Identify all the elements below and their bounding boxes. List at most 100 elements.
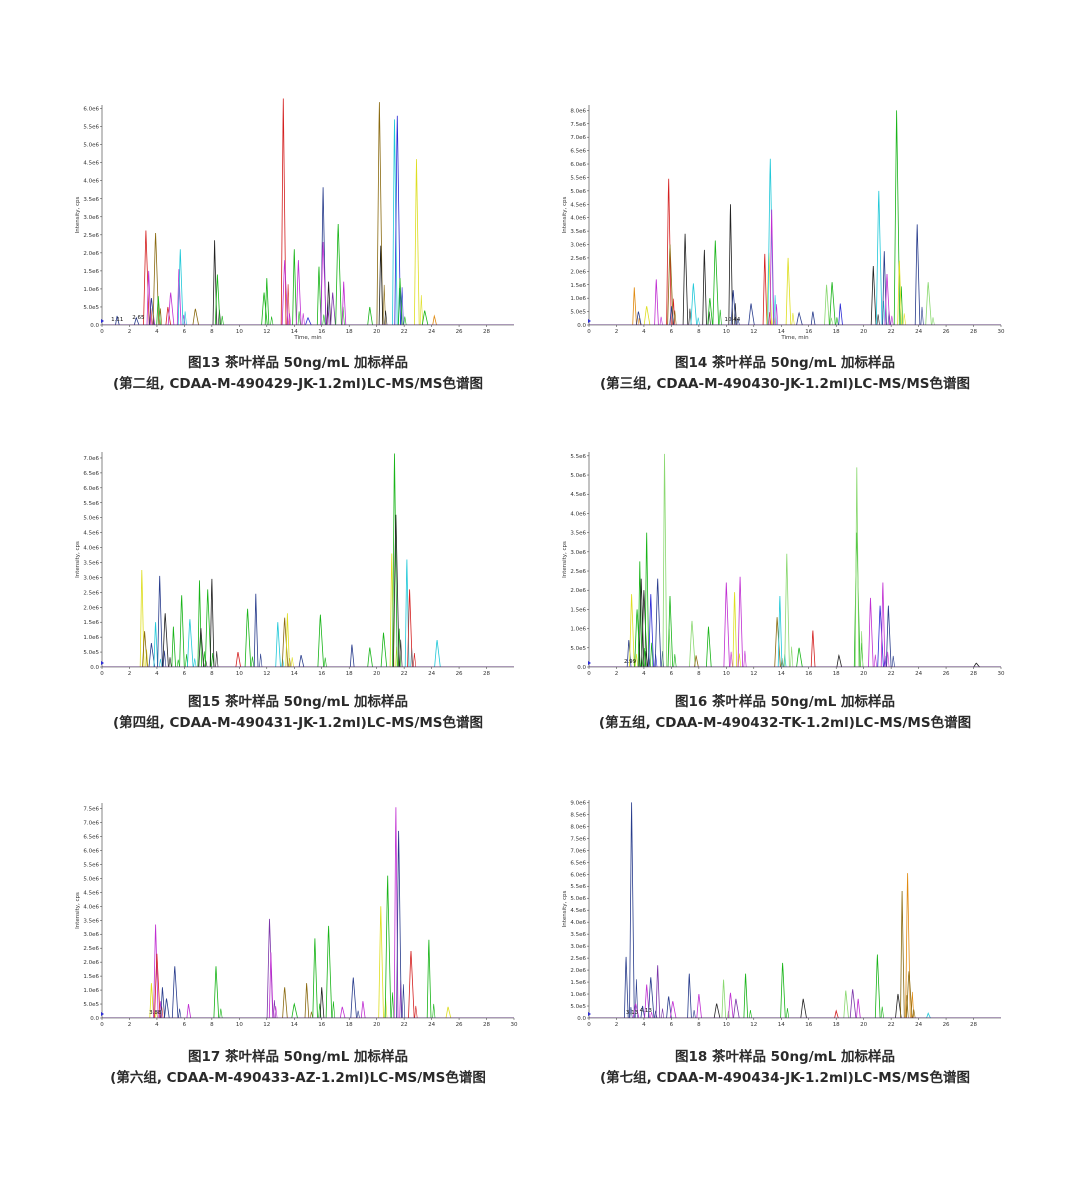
chromatogram-peak <box>874 954 881 1019</box>
y-tick-label: 7.5e6 <box>83 807 99 813</box>
chromatogram-peak <box>301 313 305 326</box>
chromatogram-peak <box>875 190 883 326</box>
chromatogram-peak <box>404 559 410 668</box>
chromatogram-peak <box>152 232 160 326</box>
chromatogram-svg-16: 0.0 5.0e5 1.0e6 1.5e6 2.0e6 2.5e6 3.0e6 3.5e6 4.… <box>562 452 1005 677</box>
chromatogram-peak <box>706 626 712 668</box>
y-tick-label: 3.0e6 <box>570 944 586 950</box>
chromatogram-peak <box>854 467 860 668</box>
x-tick-label: 22 <box>888 1022 895 1028</box>
x-tick-label: 16 <box>318 329 325 335</box>
caption-16: 图16 茶叶样品 50ng/mL 加标样品 (第五组, CDAA-M-49043… <box>561 692 1009 734</box>
x-tick-label: 30 <box>511 1022 518 1028</box>
chromatogram-peak <box>407 589 413 668</box>
chromatogram-peak <box>629 1006 633 1019</box>
chromatogram-peak <box>178 1008 182 1019</box>
chromatogram-peak <box>139 569 145 668</box>
chromatogram-peak <box>655 965 661 1019</box>
chromatogram-peak <box>733 998 740 1019</box>
chromatogram-peak <box>868 597 874 668</box>
chromatogram-peak <box>176 659 180 668</box>
y-tick-label: 1.0e6 <box>83 635 99 641</box>
chromatogram-peak <box>219 1008 223 1019</box>
chromatogram-peak <box>662 453 668 668</box>
chromatogram-peak <box>326 281 332 326</box>
chromatogram-peak <box>322 314 326 326</box>
x-tick-label: 12 <box>263 671 270 677</box>
chromatogram-peak <box>142 631 148 668</box>
chromatogram-peak <box>432 314 437 326</box>
caption-14-line2: (第三组, CDAA-M-490430-JK-1.2ml)LC-MS/MS色谱图 <box>600 376 970 392</box>
chromatogram-peak <box>316 266 322 326</box>
chromatogram-peak <box>403 316 407 326</box>
chromatogram-panel-17: 0.0 5.0e5 1.0e6 1.5e6 2.0e6 2.5e6 3.0e6 3.5e6 4.… <box>74 798 522 1038</box>
y-tick-label: 0.0 <box>577 323 586 329</box>
chromatogram-peak <box>382 284 386 326</box>
chromatogram-peak <box>926 1012 931 1019</box>
y-tick-label: 4.5e6 <box>570 492 586 498</box>
x-tick-label: 0 <box>100 671 104 677</box>
chromatogram-peak <box>297 311 301 326</box>
y-tick-label: 0.0 <box>90 665 99 671</box>
chromatogram-peak <box>288 313 292 326</box>
y-tick-label: 3.0e6 <box>570 550 586 556</box>
x-tick-label: 22 <box>888 671 895 677</box>
chromatogram-peak <box>650 1011 654 1019</box>
y-tick-label: 6.5e6 <box>570 149 586 155</box>
x-tick-label: 20 <box>373 671 380 677</box>
y-tick-label: 3.0e6 <box>83 932 99 938</box>
y-tick-label: 2.0e6 <box>83 605 99 611</box>
y-tick-label: 6.0e6 <box>570 872 586 878</box>
chromatogram-peak <box>171 966 179 1019</box>
chromatogram-peak <box>251 656 255 668</box>
y-tick-label: 3.5e6 <box>570 932 586 938</box>
chromatogram-peak <box>421 310 429 326</box>
chromatogram-peak <box>738 653 742 668</box>
peak-label: 10.44 <box>725 317 741 323</box>
chromatogram-peak <box>774 617 781 668</box>
x-tick-label: 18 <box>346 329 353 335</box>
chromatogram-peak <box>925 282 932 326</box>
x-tick-label: 8 <box>210 329 214 335</box>
chromatogram-peak <box>292 249 297 326</box>
x-tick-label: 10 <box>723 329 730 335</box>
chromatogram-svg-18: 0.0 5.0e5 1.0e6 1.5e6 2.0e6 2.5e6 3.0e6 3.5e6 4.… <box>562 800 1001 1028</box>
x-tick-label: 12 <box>750 1022 757 1028</box>
chromatogram-peak <box>275 622 281 668</box>
chromatogram-peak <box>419 295 423 326</box>
x-tick-label: 26 <box>456 329 463 335</box>
caption-16-line2: (第五组, CDAA-M-490432-TK-1.2ml)LC-MS/MS色谱图 <box>598 715 972 731</box>
chromatogram-peak <box>268 952 274 1019</box>
x-tick-label: 24 <box>428 329 435 335</box>
chromatogram-peak <box>398 278 403 326</box>
x-tick-label: 4 <box>155 671 159 677</box>
y-tick-label: 2.5e6 <box>83 946 99 952</box>
x-tick-label: 22 <box>888 329 895 335</box>
y-tick-label: 2.5e6 <box>83 590 99 596</box>
chromatogram-peak <box>973 662 980 668</box>
x-tick-label: 6 <box>670 671 674 677</box>
chromatogram-peak <box>838 303 843 326</box>
x-tick-label: 8 <box>210 1022 214 1028</box>
x-tick-label: 2 <box>615 329 619 335</box>
x-tick-label: 26 <box>456 1022 463 1028</box>
chromatogram-peak <box>694 655 699 668</box>
x-tick-label: 12 <box>263 329 270 335</box>
chromatogram-peak <box>905 995 909 1019</box>
chromatogram-peak <box>193 658 197 668</box>
y-axis-label: Intensity, cps <box>562 541 568 578</box>
chromatogram-peak <box>644 984 650 1019</box>
y-tick-label: 2.0e6 <box>570 269 586 275</box>
y-tick-label: 4.5e6 <box>83 890 99 896</box>
chromatogram-peak <box>312 938 318 1019</box>
x-tick-label: 8 <box>697 1022 701 1028</box>
chromatogram-peak <box>367 306 373 326</box>
chromatogram-peak <box>870 265 877 326</box>
chromatogram-peak <box>323 657 327 668</box>
caption-13-line1: 图13 茶叶样品 50ng/mL 加标样品 <box>187 355 409 371</box>
peak-series <box>589 802 1001 1019</box>
chromatogram-peak <box>723 582 730 668</box>
peak-series <box>589 110 1001 326</box>
x-tick-label: 18 <box>833 329 840 335</box>
y-tick-label: 3.5e6 <box>83 918 99 924</box>
